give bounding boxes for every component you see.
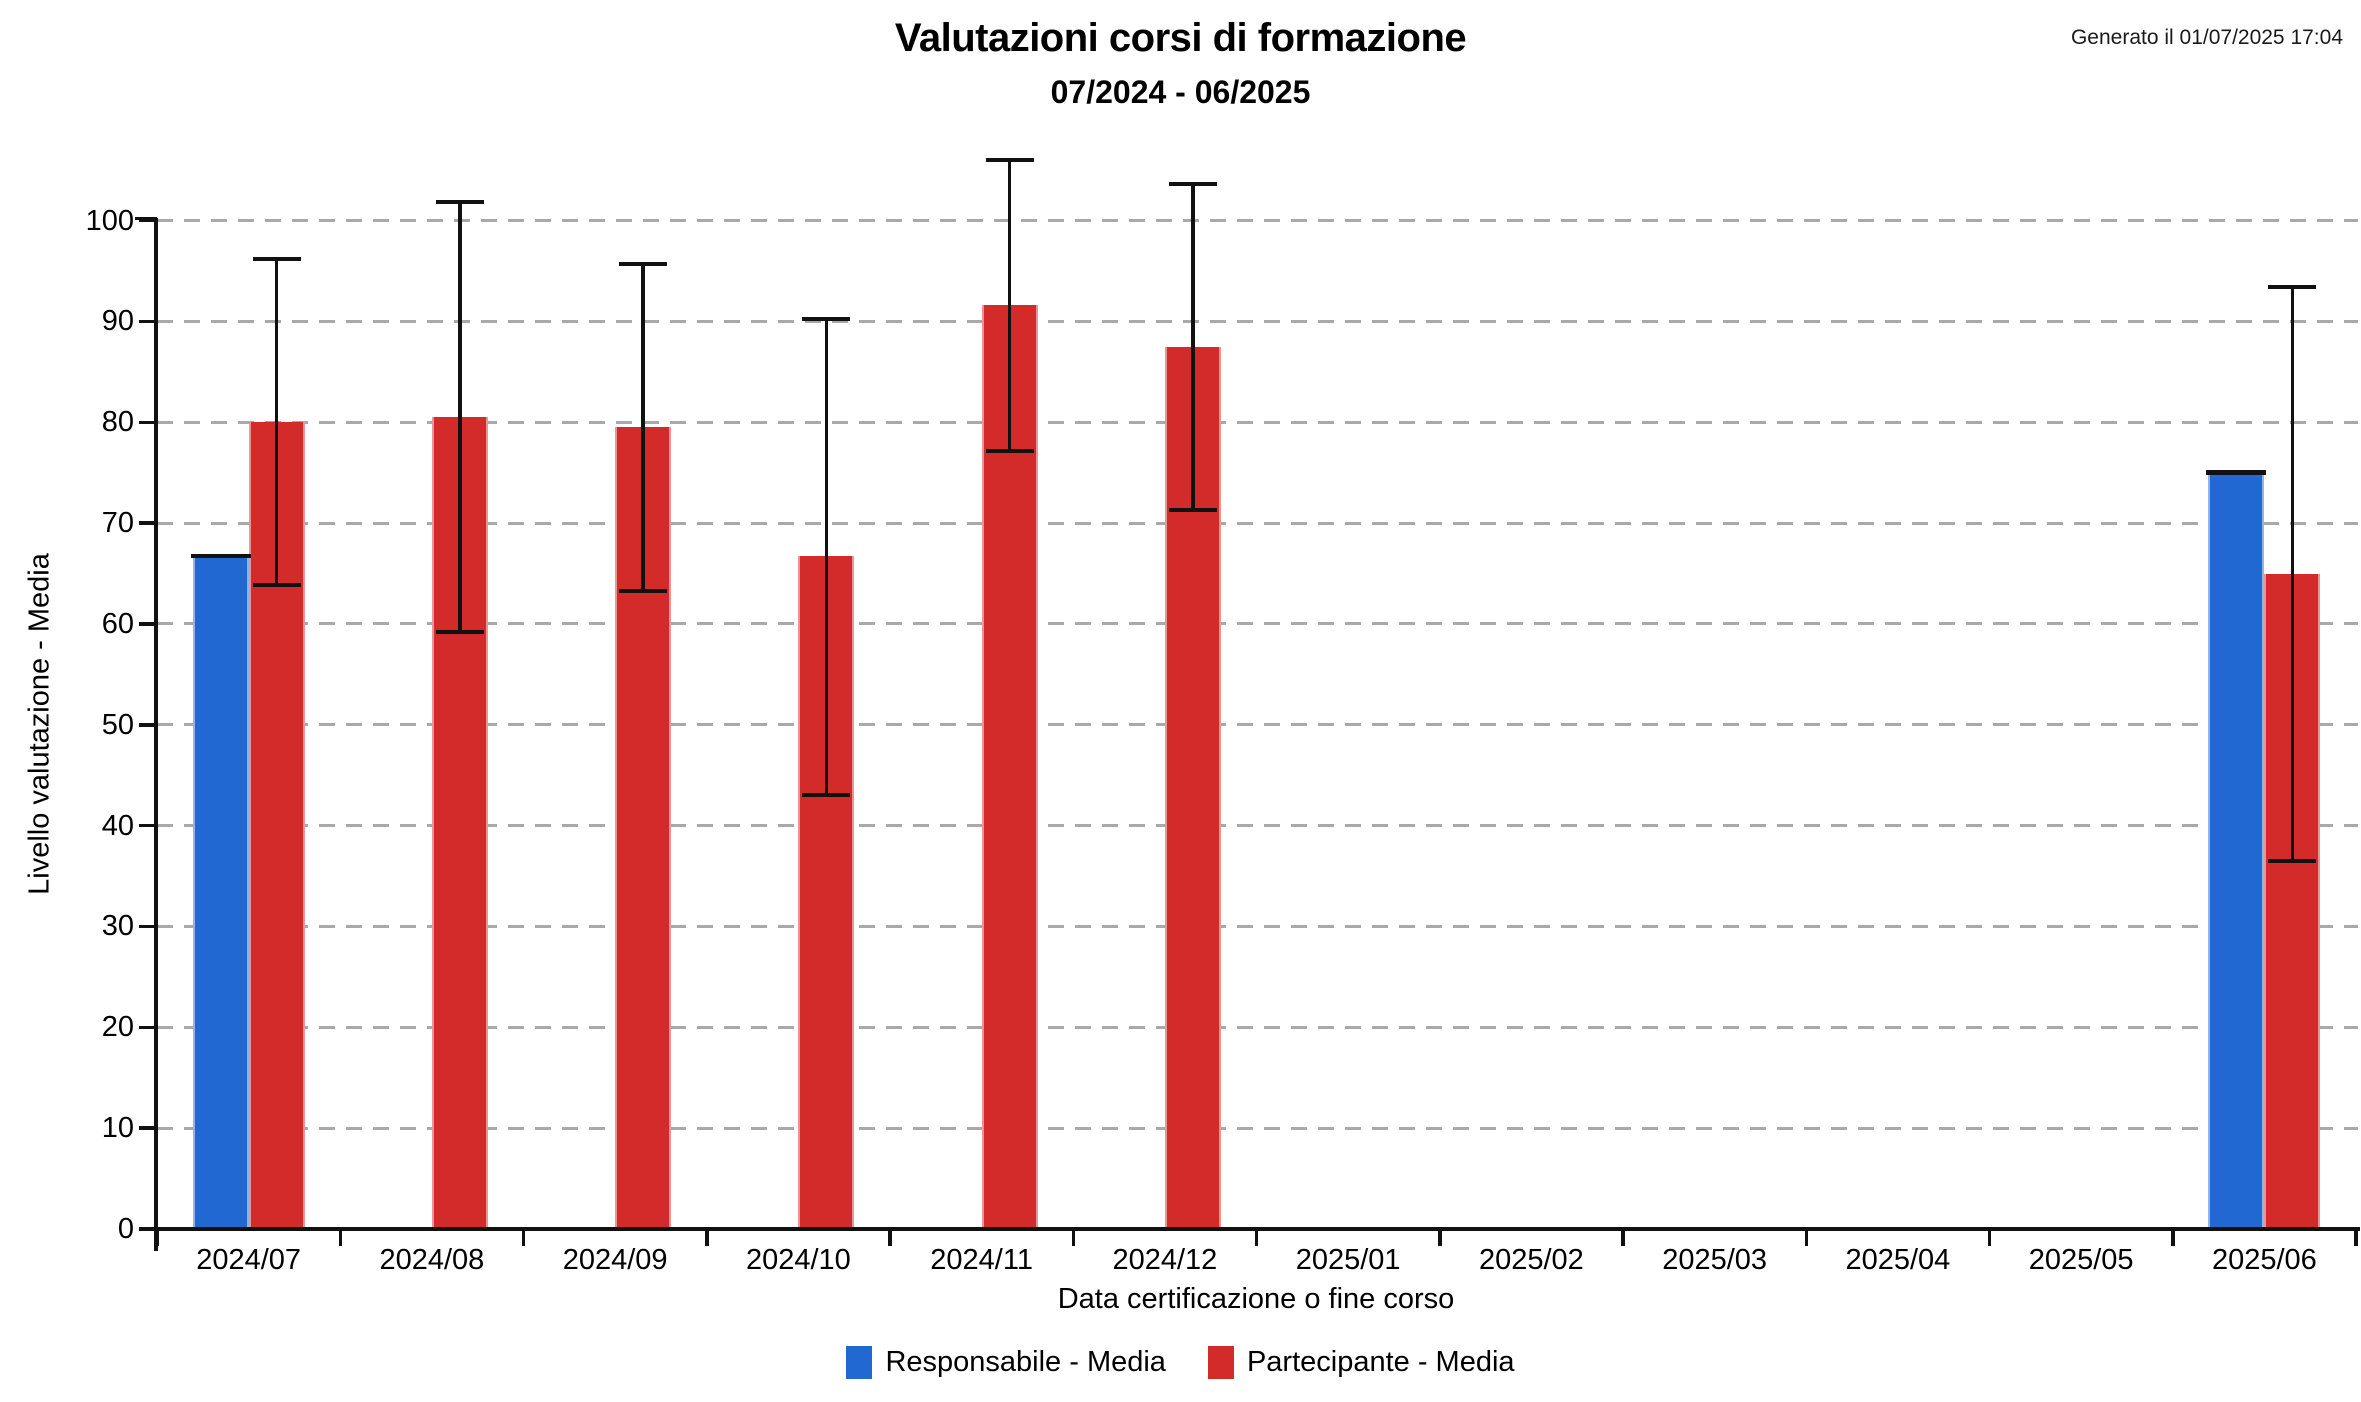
legend-swatch-partecipante [1207,1346,1234,1379]
error-cap-bottom [619,588,668,593]
y-tick-100 [139,218,157,223]
bar-partecipante-2024-11 [981,305,1038,1227]
x-tick-label-2024-09: 2024/09 [562,1244,668,1276]
error-line [1007,160,1012,451]
x-tick-label-2025-02: 2025/02 [1478,1244,1584,1276]
x-tick-label-2024-12: 2024/12 [1112,1244,1218,1276]
x-tick-5 [1071,1231,1075,1246]
error-cap-top [2268,285,2317,290]
error-cap-bottom [985,448,1034,453]
legend-swatch-responsabile [846,1346,873,1379]
x-tick-label-2025-05: 2025/05 [2028,1244,2134,1276]
x-tick-1 [338,1231,342,1246]
y-tick-label-0: 0 [117,1213,134,1245]
y-gridline-90 [157,319,2358,323]
error-cap-mean [2206,470,2267,475]
x-tick-0 [155,1231,159,1246]
error-line [2290,287,2295,861]
x-tick-label-2024-07: 2024/07 [196,1244,302,1276]
y-gridline-50 [157,723,2358,727]
error-cap-top [802,317,851,322]
y-axis-line [153,218,158,1251]
error-cap-top [985,158,1034,163]
y-tick-label-80: 80 [101,406,134,439]
y-gridline-60 [157,622,2358,626]
y-tick-label-40: 40 [101,809,134,842]
x-tick-10 [1987,1231,1992,1246]
y-tick-label-20: 20 [101,1011,134,1044]
x-tick-label-2025-03: 2025/03 [1662,1244,1768,1276]
x-tick-11 [2171,1231,2175,1246]
error-cap-top [435,200,484,205]
error-cap-bottom [1168,508,1217,512]
error-line [824,319,829,796]
error-line [458,202,462,633]
x-tick-8 [1621,1231,1625,1246]
legend-item-partecipante: Partecipante - Media [1207,1346,1515,1379]
error-line [1191,184,1195,510]
legend: Responsabile - Media Partecipante - Medi… [0,1346,2361,1379]
y-tick-40 [139,823,157,828]
y-axis-endcap [135,216,157,220]
y-tick-70 [139,521,157,525]
y-tick-label-70: 70 [101,507,134,540]
chart-subtitle: 07/2024 - 06/2025 [1050,74,1311,110]
y-tick-30 [139,924,157,929]
y-tick-20 [139,1025,157,1030]
y-tick-label-50: 50 [101,708,134,741]
y-tick-60 [139,622,157,626]
y-tick-50 [139,723,157,727]
error-cap-bottom [802,793,851,798]
error-cap-top [619,261,668,266]
x-tick-label-2024-10: 2024/10 [745,1244,851,1276]
bar-responsabile-2025-06 [2208,472,2265,1227]
y-tick-0 [139,1227,157,1231]
y-tick-label-60: 60 [101,607,134,640]
x-tick-label-2025-01: 2025/01 [1295,1244,1401,1276]
error-cap-top [252,256,301,261]
y-gridline-40 [157,824,2358,828]
error-cap-bottom [435,630,484,635]
x-tick-label-2024-08: 2024/08 [379,1244,485,1276]
generated-timestamp: Generato il 01/07/2025 17:04 [2070,26,2343,49]
x-tick-label-2025-04: 2025/04 [1845,1244,1951,1276]
y-gridline-30 [157,924,2358,928]
legend-label-responsabile: Responsabile - Media [885,1346,1166,1378]
x-tick-2 [521,1231,526,1246]
x-axis-title: Data certificazione o fine corso [1057,1283,1455,1315]
y-gridline-100 [157,219,2358,223]
x-tick-4 [888,1231,892,1246]
x-tick-9 [1804,1231,1808,1246]
bar-responsabile-2024-07 [192,556,249,1227]
x-tick-7 [1438,1231,1442,1246]
y-tick-label-100: 100 [85,204,134,237]
y-gridline-20 [157,1025,2358,1029]
x-tick-12 [2354,1231,2358,1246]
error-line [274,258,279,585]
x-tick-label-2024-11: 2024/11 [930,1244,1033,1276]
y-gridline-10 [157,1126,2358,1130]
legend-label-partecipante: Partecipante - Media [1246,1346,1515,1378]
error-cap-mean [190,553,251,559]
y-tick-10 [139,1126,157,1130]
error-cap-bottom [252,582,301,587]
y-gridline-70 [157,521,2358,525]
x-tick-6 [1254,1231,1259,1246]
legend-item-responsabile: Responsabile - Media [846,1346,1166,1379]
y-gridline-80 [157,420,2358,424]
error-cap-top [1168,182,1217,187]
y-tick-label-30: 30 [101,910,134,943]
error-cap-bottom [2268,858,2317,863]
x-tick-3 [705,1231,709,1246]
y-tick-90 [139,319,157,324]
y-tick-label-90: 90 [101,305,134,338]
x-axis-line [153,1227,2360,1231]
y-tick-label-10: 10 [101,1112,134,1145]
y-tick-80 [139,420,157,425]
error-line [641,263,645,591]
x-tick-label-2025-06: 2025/06 [2211,1244,2317,1276]
chart-title: Valutazioni corsi di formazione [894,16,1467,60]
